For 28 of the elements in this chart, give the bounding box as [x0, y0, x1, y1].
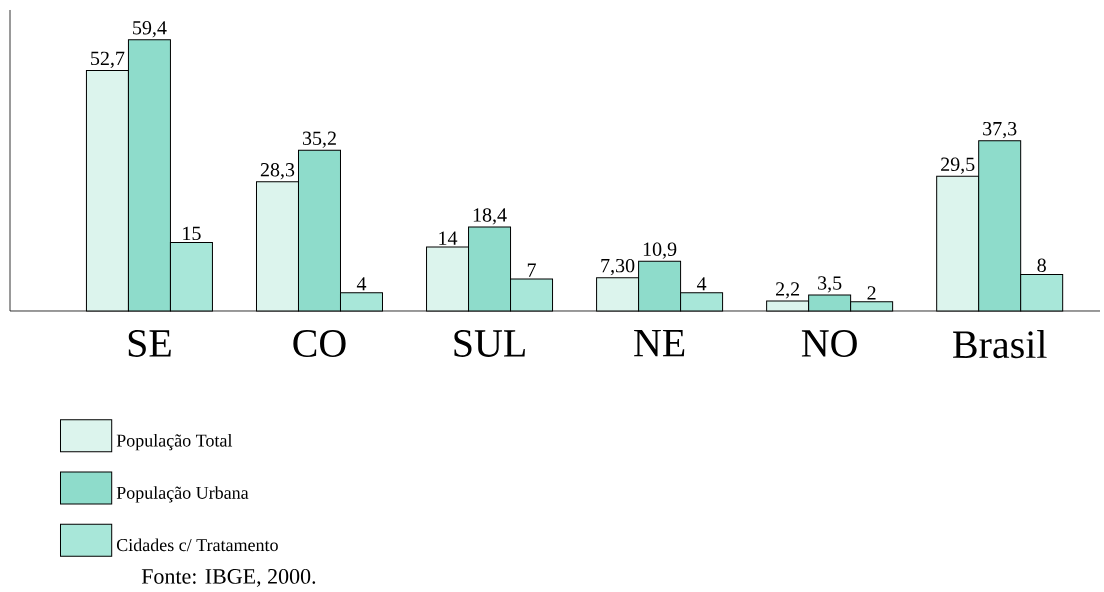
- data-label: 15: [183, 226, 201, 241]
- data-label: 2: [867, 286, 876, 300]
- data-label: 4: [356, 277, 367, 291]
- x-tick-label: SUL: [454, 330, 525, 357]
- data-label: 35,2: [302, 131, 336, 148]
- data-label: 8: [1037, 258, 1046, 273]
- x-tick-label: SE: [128, 330, 171, 357]
- legend-label: População Urbana: [116, 486, 249, 503]
- data-label: 7,30: [601, 258, 635, 276]
- data-label: 29,5: [941, 157, 975, 174]
- x-tick-label: Brasil: [953, 330, 1047, 359]
- data-label: 37,3: [983, 122, 1017, 139]
- data-label: 14: [439, 231, 458, 245]
- x-tick-label: NO: [801, 330, 857, 357]
- x-tick-label: CO: [293, 330, 346, 357]
- source-note: Fonte: IBGE, 2000.: [141, 568, 316, 587]
- data-label: 52,7: [91, 51, 125, 68]
- data-label: 7: [527, 263, 536, 277]
- x-tick-label: NE: [634, 330, 685, 357]
- legend-label: População Total: [116, 433, 233, 451]
- data-label: 18,4: [473, 208, 507, 225]
- data-label: 59,4: [133, 21, 167, 38]
- data-label: 28,3: [260, 163, 295, 180]
- data-label: 3,5: [818, 276, 842, 293]
- data-label: 2,2: [776, 282, 800, 299]
- legend-label: Cidades c/ Tratamento: [116, 538, 278, 552]
- data-label: 4: [696, 277, 707, 291]
- data-label: 10,9: [643, 242, 677, 259]
